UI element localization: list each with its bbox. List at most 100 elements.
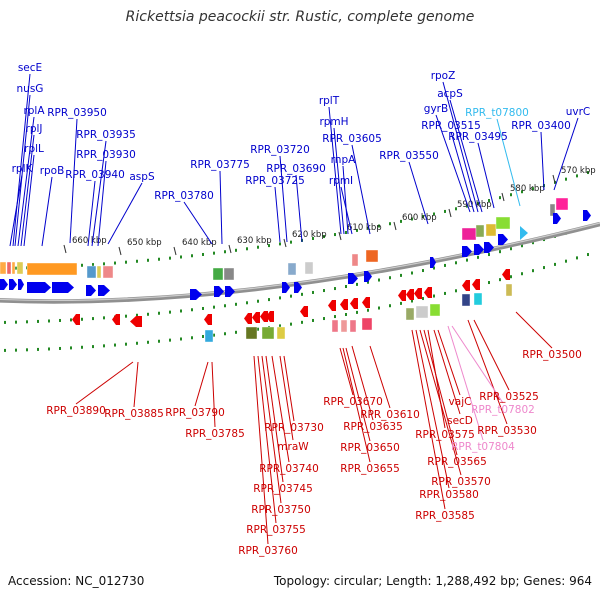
ruler-dot: [114, 343, 116, 347]
ruler-dot: [466, 258, 468, 262]
ruler-dot: [499, 196, 501, 200]
ruler-dot: [543, 266, 545, 270]
ruler-dot: [279, 242, 281, 246]
ruler-dot: [488, 281, 490, 285]
label-leader-line: [211, 361, 216, 428]
gene-tile: [365, 249, 379, 263]
label-leader-line: [553, 117, 579, 191]
ruler-dot: [202, 306, 204, 310]
ruler-dot: [554, 262, 556, 266]
kbp-label: 610 kbp: [347, 223, 382, 233]
ruler-dot: [279, 324, 281, 328]
plus-gene-arrow: [348, 273, 358, 284]
gene-label: RPR_t07802: [471, 404, 535, 416]
label-leader-line: [261, 355, 282, 504]
gene-tile: [361, 317, 373, 331]
ruler-dot: [455, 261, 457, 265]
minus-gene-arrow: [300, 306, 308, 317]
gene-tile: [223, 267, 235, 281]
gene-label: rplT: [319, 95, 340, 107]
gene-label: RPR_03670: [323, 396, 383, 408]
ruler-dot: [510, 275, 512, 279]
minus-gene-arrow: [130, 316, 142, 327]
kbp-label: 620 kbp: [292, 230, 327, 240]
minus-gene-arrow: [414, 288, 422, 299]
label-leader-line: [14, 94, 31, 247]
ruler-dot: [147, 312, 149, 316]
ruler-dot: [169, 338, 171, 342]
label-leader-line: [271, 355, 290, 463]
ruler-dot: [158, 257, 160, 261]
ruler-dot: [576, 174, 578, 178]
kbp-tick: [338, 231, 342, 241]
gene-label: vajC: [449, 396, 472, 408]
label-leader-line: [97, 160, 107, 247]
gene-tile: [555, 197, 569, 211]
gene-tile: [485, 223, 497, 237]
ruler-dot: [213, 333, 215, 337]
gene-tile: [495, 216, 511, 230]
gene-label: RPR_03890: [46, 405, 106, 417]
plus-gene-arrow: [214, 286, 224, 297]
gene-label: rnpA: [331, 154, 356, 166]
kbp-tick: [501, 192, 505, 202]
gene-label: rplA: [23, 105, 45, 117]
ruler-dot: [433, 212, 435, 216]
gene-label: RPR_03575: [415, 429, 475, 441]
gene-label: RPR_03750: [251, 504, 311, 516]
kbp-tick: [448, 208, 452, 218]
gene-label: RPR_03950: [47, 107, 107, 119]
gene-tile: [475, 224, 485, 238]
gene-label: uvrC: [566, 106, 591, 118]
gene-tile: [349, 319, 357, 333]
ruler-dot: [4, 348, 6, 352]
ruler-dot: [400, 273, 402, 277]
ruler-dot: [488, 253, 490, 257]
ruler-dot: [48, 347, 50, 351]
gene-tile: [6, 261, 12, 275]
kbp-tick: [63, 244, 67, 254]
label-leader-line: [467, 319, 508, 425]
plus-gene-arrow: [225, 286, 235, 297]
gene-label: RPR_03690: [266, 163, 326, 175]
ruler-dot: [81, 345, 83, 349]
plus-gene-arrow: [430, 257, 436, 268]
ruler-dot: [367, 308, 369, 312]
ruler-dot: [4, 320, 6, 324]
plus-gene-arrow: [553, 213, 561, 224]
label-leader-line: [253, 355, 269, 545]
label-leader-line: [342, 347, 371, 463]
ruler-dot: [191, 308, 193, 312]
plus-gene-arrow: [364, 271, 372, 282]
kbp-label: 580 kbp: [510, 184, 545, 194]
label-leaders: [9, 73, 579, 545]
gene-label: RPR_03720: [250, 144, 310, 156]
ruler-dot: [400, 301, 402, 305]
gene-tile: [261, 326, 275, 340]
gene-label: RPR_03530: [477, 425, 537, 437]
kbp-tick: [283, 238, 287, 248]
label-leader-line: [283, 355, 295, 422]
ruler-dot: [455, 289, 457, 293]
ruler-dot: [147, 340, 149, 344]
ruler-dot: [510, 193, 512, 197]
label-leader-line: [219, 170, 223, 245]
minus-gene-arrow: [112, 314, 120, 325]
gene-label: RPR_03730: [264, 422, 324, 434]
plus-gene-arrow: [27, 282, 51, 293]
plus-gene-arrow: [462, 246, 472, 257]
ruler-dot: [444, 263, 446, 267]
gene-label: RPR_03740: [259, 463, 319, 475]
gene-tile: [429, 303, 441, 317]
ruler-dot: [246, 247, 248, 251]
kbp-tick: [118, 246, 122, 256]
label-leader-line: [447, 325, 484, 441]
gene-tile: [11, 261, 16, 275]
label-leader-line: [183, 201, 213, 245]
plus-gene-arrow: [282, 282, 290, 293]
gene-label: RPR_03755: [246, 524, 306, 536]
minus-gene-arrow: [260, 311, 268, 322]
ruler-dot: [246, 301, 248, 305]
ruler-dot: [499, 278, 501, 282]
